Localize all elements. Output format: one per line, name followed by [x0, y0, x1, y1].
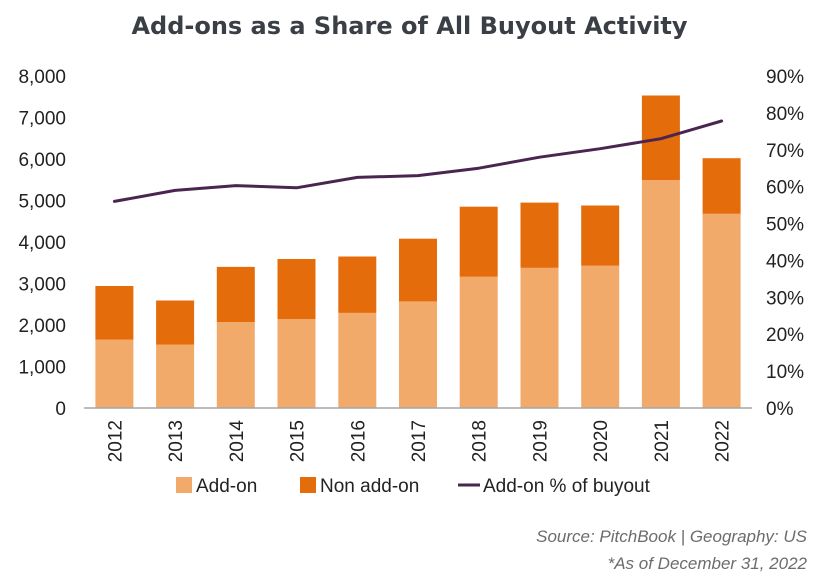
- x-tick-label: 2013: [166, 420, 187, 462]
- y-right-tick-label: 40%: [766, 251, 804, 272]
- legend-label: Add-on % of buyout: [483, 476, 651, 497]
- y-right-tick-label: 60%: [766, 178, 804, 199]
- x-tick-label: 2015: [288, 420, 309, 462]
- line-add-on-of-buyout: [112, 119, 724, 203]
- x-tick-label: 2022: [713, 420, 734, 462]
- legend-label: Non add-on: [320, 476, 419, 497]
- y-right-tick-label: 20%: [766, 325, 804, 346]
- legend-label: Add-on: [196, 476, 257, 497]
- bar-add-on-2022: [702, 213, 741, 408]
- y-right-tick-label: 10%: [766, 362, 804, 383]
- bar-non-add-on-2016: [338, 256, 377, 313]
- y-left-tick-label: 4,000: [18, 233, 66, 254]
- bar-non-add-on-2019: [520, 202, 559, 268]
- y-right-tick-label: 90%: [766, 67, 804, 88]
- source-note: Source: PitchBook | Geography: US: [536, 527, 807, 546]
- bar-add-on-2014: [216, 322, 255, 408]
- y-left-tick-label: 3,000: [18, 275, 66, 296]
- bar-add-on-2017: [399, 301, 437, 408]
- bars-group: [95, 95, 741, 408]
- bar-non-add-on-2018: [459, 206, 498, 277]
- bar-add-on-2016: [338, 313, 377, 408]
- x-tick-label: 2016: [348, 420, 369, 462]
- y-left-tick-label: 2,000: [18, 316, 66, 337]
- y-left-tick-label: 8,000: [18, 67, 66, 88]
- x-tick-label: 2012: [105, 420, 126, 462]
- chart-title: Add-ons as a Share of All Buyout Activit…: [131, 12, 688, 40]
- y-left-tick-label: 6,000: [18, 150, 66, 171]
- bar-non-add-on-2020: [581, 205, 620, 266]
- bar-non-add-on-2022: [702, 158, 741, 214]
- y-right-tick-label: 0%: [766, 399, 794, 420]
- x-tick-label: 2021: [652, 420, 673, 462]
- legend-swatch: [300, 477, 316, 493]
- x-tick-label: 2018: [470, 420, 491, 462]
- y-left-tick-label: 0: [55, 399, 66, 420]
- y-right-tick-label: 50%: [766, 215, 804, 236]
- bar-add-on-2015: [277, 319, 316, 408]
- bar-add-on-2019: [520, 267, 559, 408]
- bar-non-add-on-2017: [399, 238, 437, 302]
- bar-add-on-2020: [581, 265, 620, 408]
- y-left-tick-label: 5,000: [18, 192, 66, 213]
- bar-add-on-2021: [641, 180, 680, 408]
- y-right-tick-label: 70%: [766, 141, 804, 162]
- asof-note: *As of December 31, 2022: [607, 554, 807, 573]
- x-tick-label: 2019: [530, 420, 551, 462]
- bar-non-add-on-2012: [95, 286, 134, 340]
- bar-non-add-on-2015: [277, 259, 316, 320]
- legend-swatch: [176, 477, 192, 493]
- x-tick-label: 2017: [409, 420, 430, 462]
- x-tick-label: 2020: [591, 420, 612, 462]
- y-right-tick-label: 30%: [766, 288, 804, 309]
- bar-add-on-2012: [95, 339, 134, 408]
- axes-group: 0 1,000 2,000 3,000 4,000 5,000 6,000 7,000 8,00…: [18, 67, 804, 462]
- bar-non-add-on-2014: [216, 266, 255, 323]
- y-right-tick-label: 80%: [766, 104, 804, 125]
- bar-non-add-on-2013: [156, 300, 195, 345]
- line-group: [112, 119, 724, 203]
- y-left-tick-label: 7,000: [18, 109, 66, 130]
- y-left-tick-label: 1,000: [18, 358, 66, 379]
- bar-add-on-2013: [156, 344, 195, 408]
- x-tick-label: 2014: [227, 420, 248, 463]
- bar-add-on-2018: [459, 276, 498, 408]
- legend: Add-on Non add-on Add-on % of buyout: [176, 476, 651, 497]
